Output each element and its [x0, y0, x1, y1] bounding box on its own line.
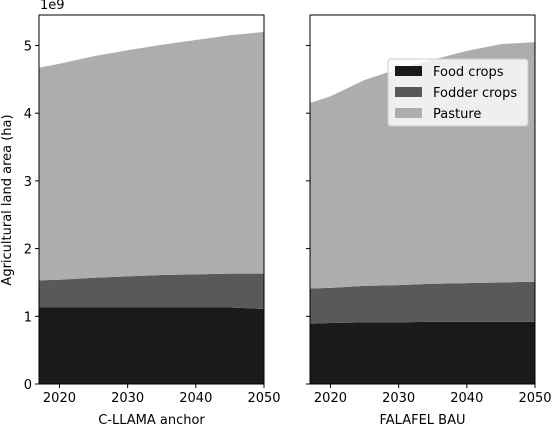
x-tick-label: 2050 [518, 391, 551, 406]
legend-label: Pasture [433, 107, 481, 122]
x-tick-label: 2040 [179, 391, 212, 406]
y-tick-label: 1 [24, 310, 32, 325]
legend-swatch [395, 87, 422, 97]
axes-frame [38, 14, 265, 385]
x-axis-label: C-LLAMA anchor [98, 413, 205, 424]
area-fodder-crops [39, 273, 264, 309]
legend-label: Food crops [433, 65, 504, 80]
area-food-crops [310, 321, 535, 384]
area-fodder-crops [310, 281, 535, 324]
x-tick-label: 2020 [314, 391, 347, 406]
y-offset-label: 1e9 [40, 0, 65, 13]
subplot-2: 2020 2030 2040 2050 FALAFEL BAU Food crops Fod… [306, 14, 552, 424]
x-tick-label: 2030 [111, 391, 144, 406]
legend-swatch [395, 66, 422, 76]
area-pasture [39, 31, 264, 281]
x-tick-label: 2030 [382, 391, 415, 406]
area-food-crops [39, 307, 264, 384]
y-tick-label: 5 [24, 39, 32, 54]
legend-swatch [395, 108, 422, 118]
legend-label: Fodder crops [433, 86, 517, 101]
y-tick-label: 0 [24, 378, 32, 393]
subplot-1: 2020 2030 2040 2050 0 1 2 3 4 5 C-LLAMA anchor [24, 14, 281, 424]
axes-frame [309, 14, 536, 385]
y-tick-label: 4 [24, 107, 32, 122]
y-tick-label: 2 [24, 243, 32, 258]
x-tick-label: 2040 [450, 391, 483, 406]
y-axis-label: Agricultural land area (ha) [0, 114, 15, 285]
legend-box [387, 58, 529, 127]
x-tick-label: 2020 [43, 391, 76, 406]
x-axis-label: FALAFEL BAU [379, 413, 465, 424]
x-tick-label: 2050 [247, 391, 280, 406]
y-tick-label: 3 [24, 175, 32, 190]
legend: Food crops Fodder crops Pasture [387, 58, 529, 127]
